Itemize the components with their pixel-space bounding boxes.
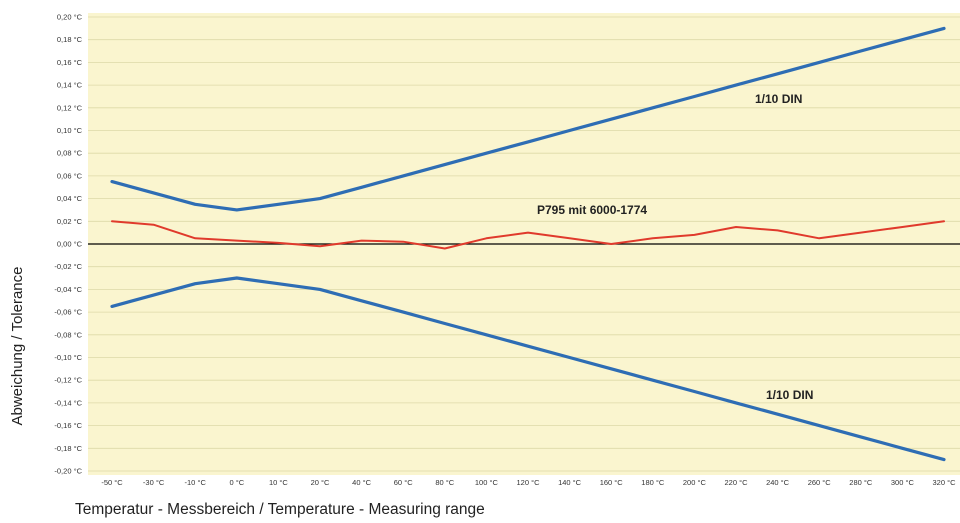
y-tick-label: 0,14 °C [57, 81, 83, 90]
x-tick-label: 80 °C [435, 478, 454, 487]
annotations: 1/10 DIN P795 mit 6000-1774 1/10 DIN [537, 92, 813, 402]
series-line [111, 220, 945, 250]
x-tick-label: -50 °C [101, 478, 123, 487]
y-tick-label: -0,02 °C [54, 262, 82, 271]
y-tick-label: -0,12 °C [54, 376, 82, 385]
y-tick-label: 0,18 °C [57, 35, 83, 44]
y-tick-labels: 0,20 °C 0,18 °C 0,16 °C 0,14 °C 0,12 °C 0,10 … [54, 13, 82, 476]
x-tick-label: 300 °C [891, 478, 915, 487]
y-tick-label: 0,04 °C [57, 194, 83, 203]
series-annotation: 1/10 DIN [755, 92, 802, 106]
series-annotation: 1/10 DIN [766, 388, 813, 402]
series-line [110, 276, 946, 462]
x-tick-label: 220 °C [724, 478, 748, 487]
x-tick-label: 160 °C [600, 478, 624, 487]
y-tick-label: -0,18 °C [54, 444, 82, 453]
x-tick-label: 20 °C [311, 478, 330, 487]
series-line [110, 26, 946, 212]
x-tick-label: 280 °C [849, 478, 873, 487]
y-tick-label: -0,20 °C [54, 467, 82, 476]
y-tick-label: 0,02 °C [57, 217, 83, 226]
x-tick-label: 180 °C [641, 478, 665, 487]
x-tick-label: 260 °C [808, 478, 832, 487]
x-tick-label: 120 °C [516, 478, 540, 487]
y-tick-label: 0,08 °C [57, 149, 83, 158]
y-tick-label: -0,04 °C [54, 285, 82, 294]
x-tick-label: 200 °C [683, 478, 707, 487]
x-tick-label: -30 °C [143, 478, 165, 487]
series-group [110, 26, 946, 462]
y-axis-label: Abweichung / Tolerance [9, 267, 26, 426]
series-annotation: P795 mit 6000-1774 [537, 203, 647, 217]
y-tick-label: 0,06 °C [57, 171, 83, 180]
y-tick-label: -0,08 °C [54, 330, 82, 339]
y-tick-label: 0,20 °C [57, 13, 83, 22]
y-tick-label: 0,16 °C [57, 58, 83, 67]
x-tick-label: 60 °C [394, 478, 413, 487]
x-tick-label: 320 °C [932, 478, 956, 487]
y-tick-label: -0,10 °C [54, 353, 82, 362]
y-tick-label: -0,06 °C [54, 308, 82, 317]
x-tick-label: 140 °C [558, 478, 582, 487]
x-tick-label: 0 °C [229, 478, 244, 487]
y-tick-label: 0,00 °C [57, 240, 83, 249]
y-tick-label: 0,10 °C [57, 126, 83, 135]
x-axis-label: Temperatur - Messbereich / Temperature -… [75, 501, 485, 518]
x-tick-label: 40 °C [352, 478, 371, 487]
x-tick-label: 100 °C [475, 478, 499, 487]
x-tick-labels: -50 °C -30 °C -10 °C 0 °C 10 °C 20 °C 40 °C 60 … [101, 478, 956, 487]
y-tick-label: 0,12 °C [57, 103, 83, 112]
y-tick-label: -0,16 °C [54, 421, 82, 430]
x-tick-label: -10 °C [185, 478, 207, 487]
x-tick-label: 10 °C [269, 478, 288, 487]
y-tick-label: -0,14 °C [54, 398, 82, 407]
x-tick-label: 240 °C [766, 478, 790, 487]
